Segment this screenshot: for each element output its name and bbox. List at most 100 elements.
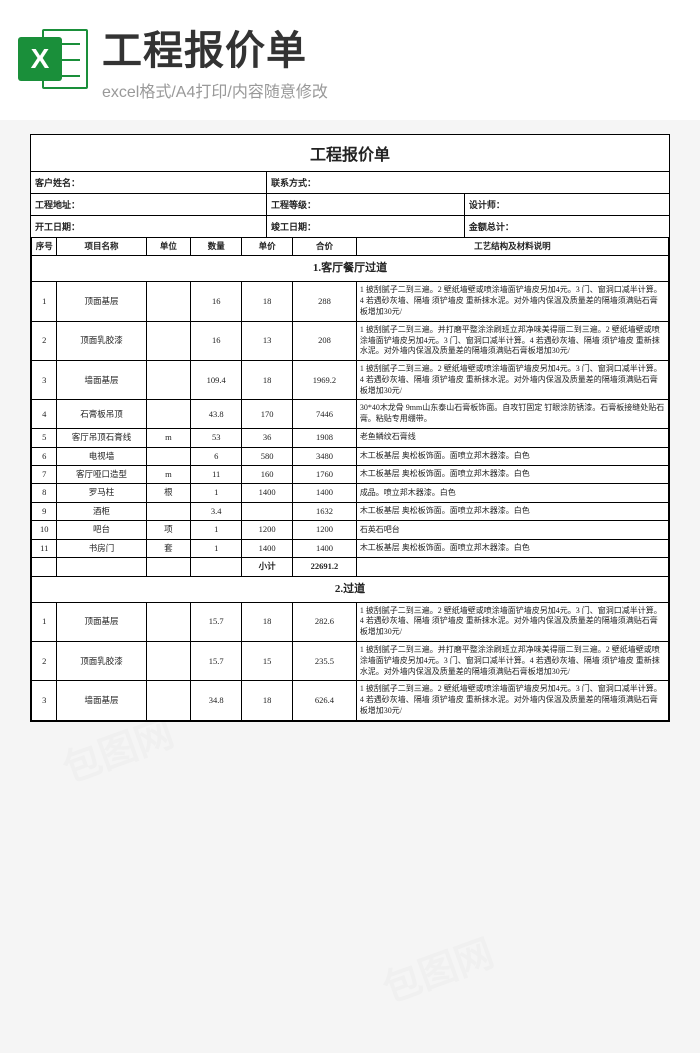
cell-desc: 1 披刮腻子二到三遍。2 壁纸墙壁或喷涂墙面铲墙皮另加4元。3 门、窗洞口减半计… xyxy=(356,602,668,641)
cell-idx: 3 xyxy=(32,361,57,400)
quotation-table: 序号 项目名称 单位 数量 单价 合价 工艺结构及材料说明 1.客厅餐厅过道1顶… xyxy=(31,238,669,721)
cell-desc: 1 披刮腻子二到三遍。并打磨平整涂涂刷班立邦净味美得丽二到三遍。2 壁纸墙壁或喷… xyxy=(356,321,668,360)
cell-name: 电视墙 xyxy=(57,447,146,465)
col-desc: 工艺结构及材料说明 xyxy=(356,238,668,256)
table-row: 5客厅吊顶石膏线m53361908老鱼鳞纹石膏线 xyxy=(32,429,669,447)
table-row: 11书房门套114001400木工板基层 奥松板饰面。面喷立邦木器漆。白色 xyxy=(32,539,669,557)
cell-name: 客厅哑口造型 xyxy=(57,466,146,484)
info-row-3: 开工日期： 竣工日期： 金额总计： xyxy=(31,216,669,238)
subtotal-empty xyxy=(191,558,242,576)
cell-desc: 木工板基层 奥松板饰面。面喷立邦木器漆。白色 xyxy=(356,502,668,520)
cell-desc: 老鱼鳞纹石膏线 xyxy=(356,429,668,447)
cell-idx: 2 xyxy=(32,642,57,681)
cell-idx: 6 xyxy=(32,447,57,465)
banner-subtitle: excel格式/A4打印/内容随意修改 xyxy=(102,78,328,102)
cell-desc: 木工板基层 奥松板饰面。面喷立邦木器漆。白色 xyxy=(356,447,668,465)
contact-label: 联系方式： xyxy=(267,172,669,193)
cell-qty: 53 xyxy=(191,429,242,447)
cell-price: 18 xyxy=(242,602,293,641)
cell-total: 626.4 xyxy=(293,681,357,720)
cell-total: 1400 xyxy=(293,539,357,557)
cell-total: 288 xyxy=(293,282,357,321)
banner-title: 工程报价单 xyxy=(102,18,328,76)
end-date-label: 竣工日期： xyxy=(267,216,465,237)
cell-price xyxy=(242,502,293,520)
table-row: 3墙面基层109.4181969.21 披刮腻子二到三遍。2 壁纸墙壁或喷涂墙面… xyxy=(32,361,669,400)
cell-price: 18 xyxy=(242,361,293,400)
section-title: 2.过道 xyxy=(32,576,669,602)
cell-idx: 10 xyxy=(32,521,57,539)
cell-price: 18 xyxy=(242,681,293,720)
cell-name: 酒柜 xyxy=(57,502,146,520)
cell-price: 580 xyxy=(242,447,293,465)
cell-name: 墙面基层 xyxy=(57,361,146,400)
cell-qty: 1 xyxy=(191,521,242,539)
table-row: 1顶面基层16182881 披刮腻子二到三遍。2 壁纸墙壁或喷涂墙面铲墙皮另加4… xyxy=(32,282,669,321)
doc-title: 工程报价单 xyxy=(31,135,669,172)
cell-price: 13 xyxy=(242,321,293,360)
table-row: 3墙面基层34.818626.41 披刮腻子二到三遍。2 壁纸墙壁或喷涂墙面铲墙… xyxy=(32,681,669,720)
cell-price: 1400 xyxy=(242,484,293,502)
table-row: 2顶面乳胶漆16132081 披刮腻子二到三遍。并打磨平整涂涂刷班立邦净味美得丽… xyxy=(32,321,669,360)
col-idx: 序号 xyxy=(32,238,57,256)
cell-qty: 6 xyxy=(191,447,242,465)
banner-text: 工程报价单 excel格式/A4打印/内容随意修改 xyxy=(102,18,328,102)
cell-qty: 15.7 xyxy=(191,642,242,681)
cell-unit xyxy=(146,400,191,429)
cell-total: 1969.2 xyxy=(293,361,357,400)
cell-name: 墙面基层 xyxy=(57,681,146,720)
designer-label: 设计师： xyxy=(465,194,669,215)
start-date-label: 开工日期： xyxy=(31,216,267,237)
subtotal-value: 22691.2 xyxy=(293,558,357,576)
excel-icon: X xyxy=(18,25,88,95)
cell-idx: 3 xyxy=(32,681,57,720)
section-title-row: 2.过道 xyxy=(32,576,669,602)
subtotal-empty xyxy=(356,558,668,576)
info-row-2: 工程地址： 工程等级： 设计师： xyxy=(31,194,669,216)
table-row: 1顶面基层15.718282.61 披刮腻子二到三遍。2 壁纸墙壁或喷涂墙面铲墙… xyxy=(32,602,669,641)
col-unit: 单位 xyxy=(146,238,191,256)
cell-total: 208 xyxy=(293,321,357,360)
cell-desc: 1 披刮腻子二到三遍。2 壁纸墙壁或喷涂墙面铲墙皮另加4元。3 门、窗洞口减半计… xyxy=(356,282,668,321)
cell-total: 282.6 xyxy=(293,602,357,641)
cell-price: 170 xyxy=(242,400,293,429)
cell-unit xyxy=(146,642,191,681)
cell-name: 顶面基层 xyxy=(57,282,146,321)
cell-price: 15 xyxy=(242,642,293,681)
cell-name: 吧台 xyxy=(57,521,146,539)
subtotal-label: 小计 xyxy=(242,558,293,576)
quotation-sheet: 工程报价单 客户姓名： 联系方式： 工程地址： 工程等级： 设计师： 开工日期：… xyxy=(30,134,670,722)
subtotal-empty xyxy=(146,558,191,576)
total-amount-label: 金额总计： xyxy=(465,216,669,237)
col-price: 单价 xyxy=(242,238,293,256)
cell-unit: 套 xyxy=(146,539,191,557)
cell-qty: 1 xyxy=(191,539,242,557)
cell-qty: 1 xyxy=(191,484,242,502)
cell-name: 客厅吊顶石膏线 xyxy=(57,429,146,447)
cell-desc: 1 披刮腻子二到三遍。2 壁纸墙壁或喷涂墙面铲墙皮另加4元。3 门、窗洞口减半计… xyxy=(356,361,668,400)
cell-idx: 4 xyxy=(32,400,57,429)
address-label: 工程地址： xyxy=(31,194,267,215)
cell-idx: 7 xyxy=(32,466,57,484)
section-title: 1.客厅餐厅过道 xyxy=(32,256,669,282)
table-row: 4石膏板吊顶43.8170744630*40木龙骨 9mm山东泰山石膏板饰面。自… xyxy=(32,400,669,429)
table-row: 10吧台项112001200石英石吧台 xyxy=(32,521,669,539)
cell-total: 1632 xyxy=(293,502,357,520)
col-qty: 数量 xyxy=(191,238,242,256)
subtotal-row: 小计22691.2 xyxy=(32,558,669,576)
cell-desc: 30*40木龙骨 9mm山东泰山石膏板饰面。自攻钉固定 钉眼涂防锈漆。石膏板接缝… xyxy=(356,400,668,429)
cell-name: 石膏板吊顶 xyxy=(57,400,146,429)
page: 工程报价单 客户姓名： 联系方式： 工程地址： 工程等级： 设计师： 开工日期：… xyxy=(0,120,700,752)
cell-unit xyxy=(146,447,191,465)
col-total: 合价 xyxy=(293,238,357,256)
cell-name: 罗马柱 xyxy=(57,484,146,502)
cell-qty: 43.8 xyxy=(191,400,242,429)
cell-desc: 1 披刮腻子二到三遍。并打磨平整涂涂刷班立邦净味美得丽二到三遍。2 壁纸墙壁或喷… xyxy=(356,642,668,681)
table-row: 2顶面乳胶漆15.715235.51 披刮腻子二到三遍。并打磨平整涂涂刷班立邦净… xyxy=(32,642,669,681)
table-row: 8罗马柱根114001400成品。喷立邦木器漆。白色 xyxy=(32,484,669,502)
subtotal-empty xyxy=(57,558,146,576)
cell-unit: m xyxy=(146,466,191,484)
cell-desc: 石英石吧台 xyxy=(356,521,668,539)
watermark: 包图网 xyxy=(374,922,500,1013)
cell-price: 1200 xyxy=(242,521,293,539)
